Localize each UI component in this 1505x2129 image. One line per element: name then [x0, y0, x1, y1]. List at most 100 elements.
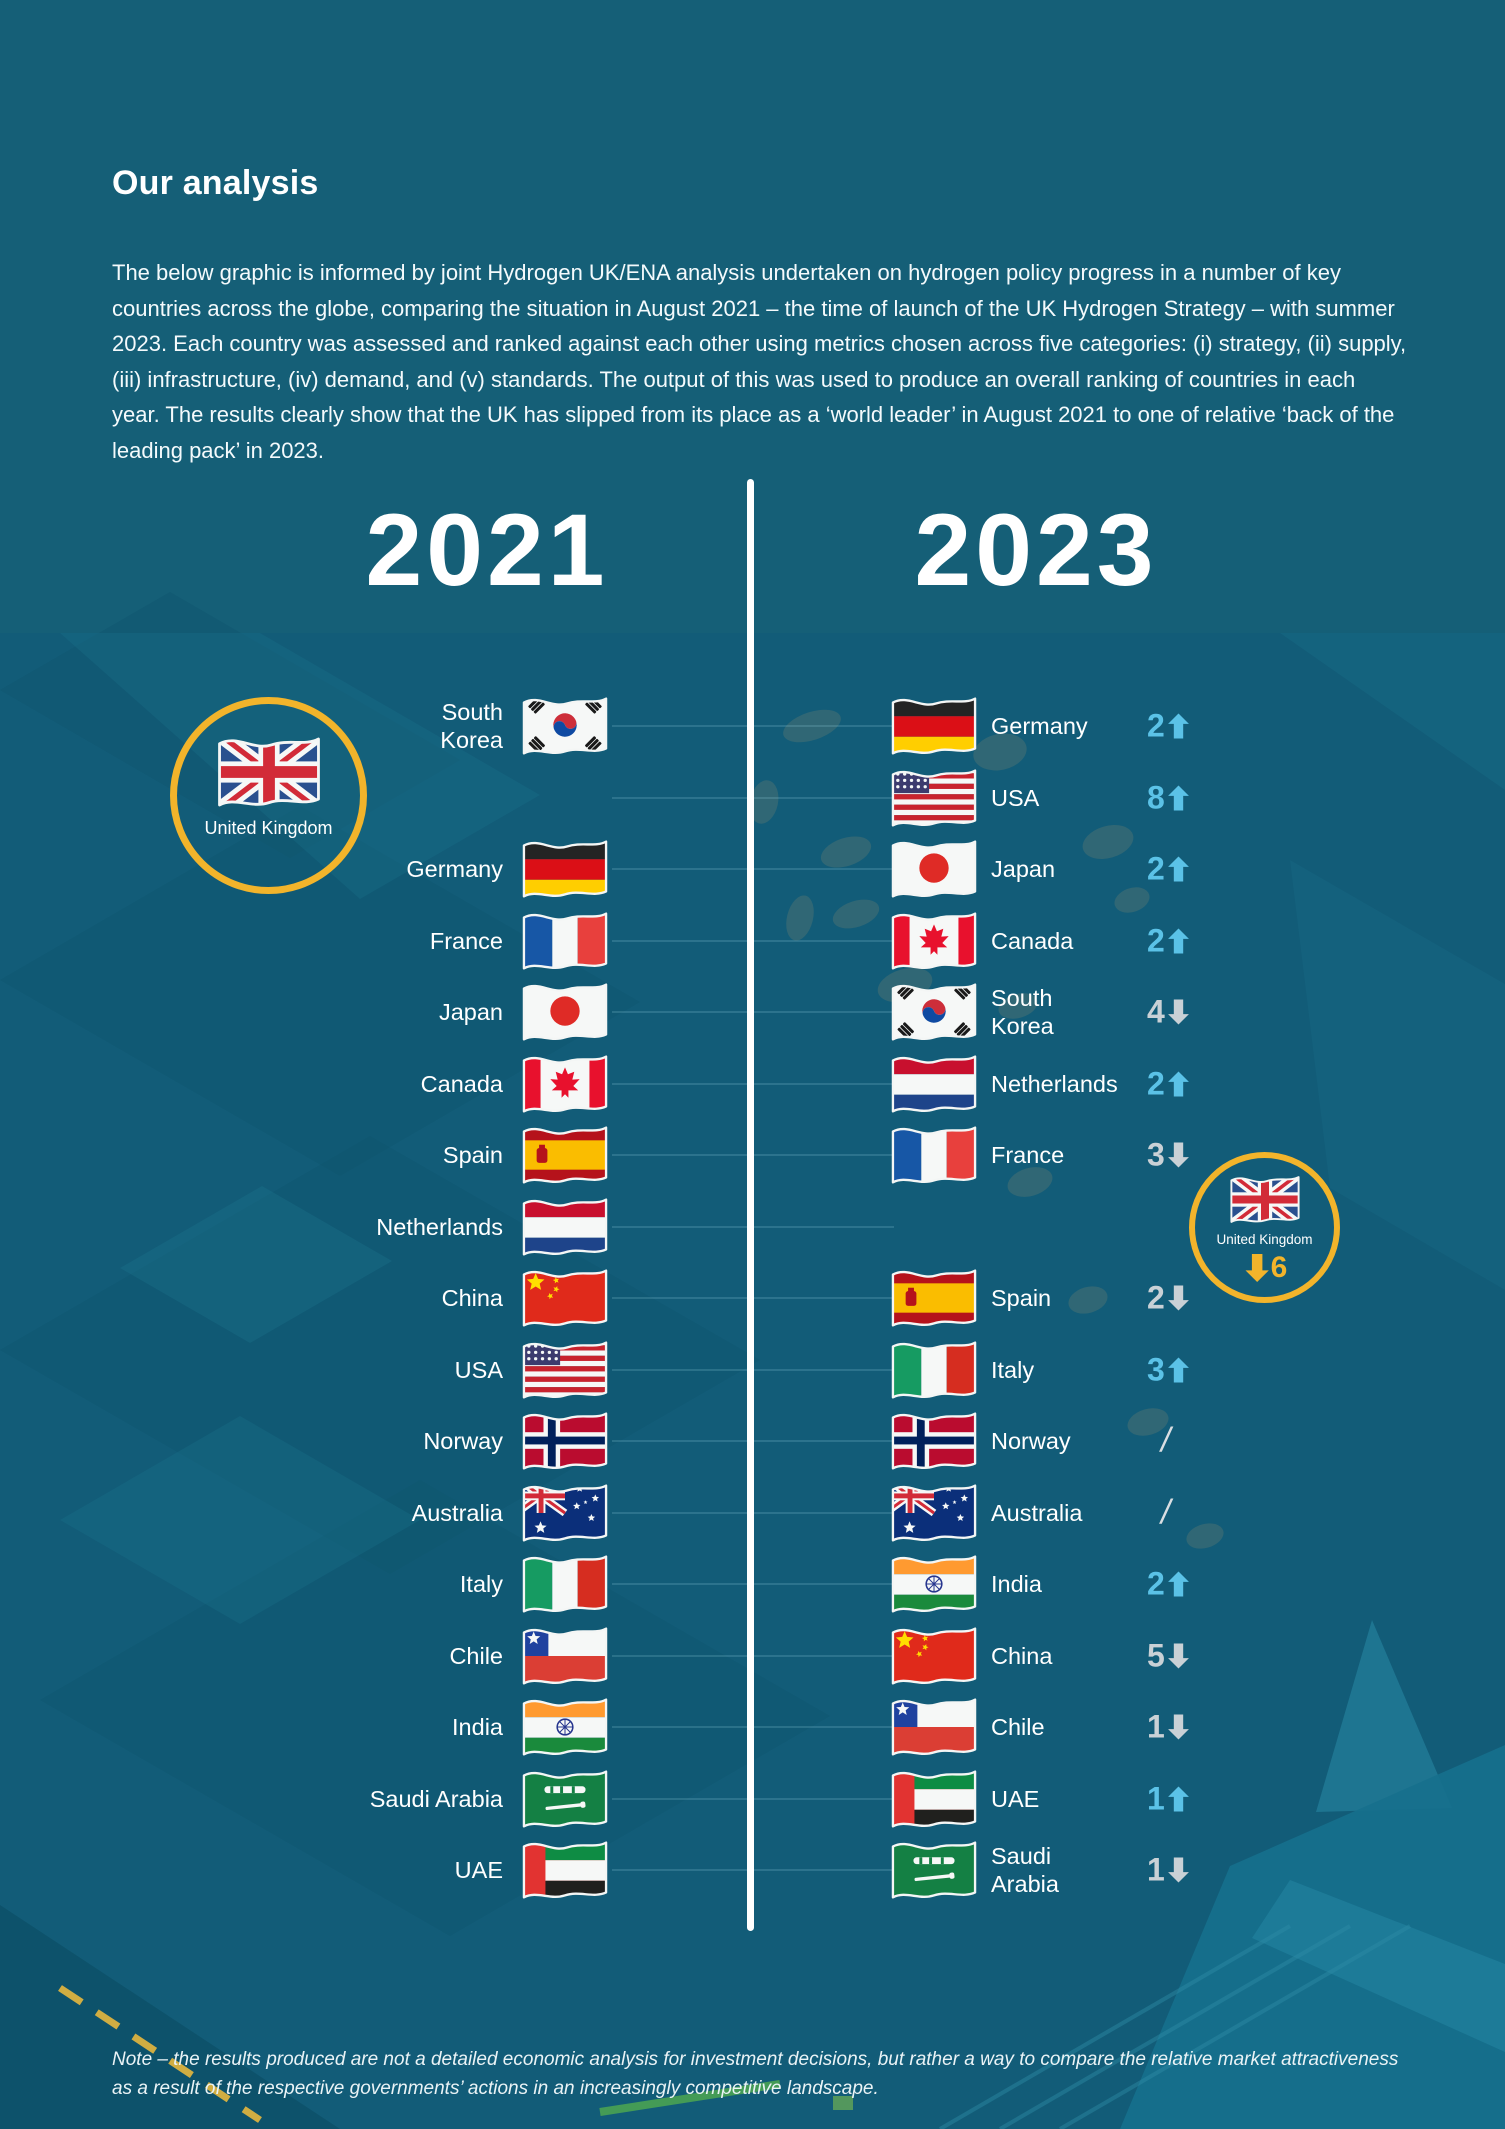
- column-divider: [747, 479, 754, 1931]
- south-korea-flag-icon: [521, 694, 609, 759]
- rank-change-indicator: 1: [1147, 1709, 1189, 1746]
- rank-change-indicator: 8: [1147, 779, 1189, 816]
- no-change-indicator: /: [1161, 1421, 1171, 1460]
- intro-paragraph: The below graphic is informed by joint H…: [112, 260, 1407, 463]
- country-label: France: [429, 927, 503, 954]
- country-label: Spain: [442, 1141, 503, 1168]
- uk-highlight-2021: United Kingdom: [170, 697, 367, 894]
- rank-change-value: 1: [1147, 1780, 1165, 1816]
- up-arrow-icon: [1167, 1571, 1189, 1597]
- up-arrow-icon: [1167, 1071, 1189, 1096]
- rank-change-value: 2: [1147, 707, 1165, 744]
- footnote: Note – the results produced are not a de…: [112, 2049, 1399, 2099]
- country-label: France: [991, 1141, 1065, 1168]
- chile-flag-icon: [890, 1695, 978, 1760]
- rank-change-value: 3: [1147, 1136, 1165, 1173]
- country-label: Saudi Arabia: [369, 1785, 503, 1812]
- rank-change-indicator: 2: [1147, 851, 1189, 888]
- down-arrow-icon: [1242, 1254, 1269, 1282]
- rank-change-indicator: /: [1147, 1422, 1170, 1461]
- country-label: Germany: [406, 855, 503, 882]
- chile-flag-icon: [521, 1623, 609, 1688]
- country-label: Italy: [459, 1570, 503, 1597]
- netherlands-flag-icon: [890, 1051, 978, 1116]
- country-label: Australia: [991, 1499, 1083, 1526]
- usa-flag-icon: [521, 1337, 609, 1402]
- uk-change-value: 6: [1270, 1251, 1288, 1284]
- rank-change-indicator: 2: [1147, 1280, 1189, 1317]
- south-korea-flag-icon: [890, 980, 978, 1045]
- country-label: Japan: [991, 855, 1056, 882]
- france-flag-icon: [521, 908, 609, 973]
- up-arrow-icon: [1167, 1357, 1189, 1382]
- rank-change-value: 2: [1147, 1279, 1165, 1316]
- norway-flag-icon: [521, 1409, 609, 1474]
- rank-change-value: 5: [1147, 1637, 1165, 1673]
- rank-change-indicator: 3: [1147, 1137, 1189, 1174]
- down-arrow-icon: [1167, 1142, 1189, 1168]
- rank-change-indicator: 1: [1147, 1852, 1189, 1889]
- netherlands-flag-icon: [521, 1194, 609, 1259]
- rank-change-indicator: 2: [1147, 922, 1189, 959]
- uk-label-2021: United Kingdom: [204, 818, 333, 838]
- germany-flag-icon: [521, 837, 609, 902]
- italy-flag-icon: [521, 1552, 609, 1617]
- rank-change-indicator: 2: [1147, 1566, 1189, 1603]
- usa-flag-icon: [890, 765, 978, 830]
- road-markings: [58, 1985, 262, 2123]
- canada-flag-icon: [890, 908, 978, 973]
- down-arrow-icon: [1167, 1714, 1189, 1740]
- country-label: Spain: [991, 1284, 1052, 1311]
- italy-flag-icon: [890, 1337, 978, 1402]
- country-label: Netherlands: [991, 1070, 1118, 1097]
- country-label: Norway: [423, 1427, 503, 1454]
- country-label: Saudi Arabia: [991, 1842, 1059, 1897]
- uae-flag-icon: [521, 1838, 609, 1903]
- india-flag-icon: [521, 1695, 609, 1760]
- country-label: India: [452, 1713, 503, 1740]
- country-label: Canada: [991, 927, 1074, 954]
- uk-label-2023: United Kingdom: [1216, 1232, 1313, 1247]
- country-label: Canada: [420, 1070, 503, 1097]
- country-label: Germany: [991, 712, 1088, 739]
- year-heading-2023: 2023: [914, 493, 1158, 607]
- rank-change-value: 3: [1147, 1351, 1165, 1387]
- spain-flag-icon: [521, 1123, 609, 1188]
- country-label: Netherlands: [376, 1213, 503, 1240]
- canada-flag-icon: [521, 1051, 609, 1116]
- japan-flag-icon: [890, 837, 978, 902]
- rank-change-value: 2: [1147, 1565, 1165, 1602]
- year-heading-2021: 2021: [365, 493, 609, 607]
- up-arrow-icon: [1167, 928, 1189, 953]
- norway-flag-icon: [890, 1409, 978, 1474]
- france-flag-icon: [890, 1123, 978, 1188]
- rank-change-value: 4: [1147, 993, 1165, 1030]
- up-arrow-icon: [1167, 713, 1189, 739]
- rank-change-value: 2: [1147, 922, 1165, 958]
- up-arrow-icon: [1167, 1786, 1189, 1811]
- rank-change-value: 2: [1147, 850, 1165, 887]
- down-arrow-icon: [1167, 1857, 1189, 1883]
- down-arrow-icon: [1167, 999, 1189, 1025]
- country-label: UAE: [454, 1856, 503, 1883]
- country-label: Chile: [449, 1642, 503, 1669]
- rank-change-indicator: 5: [1147, 1637, 1189, 1674]
- rank-change-value: 1: [1147, 1851, 1165, 1888]
- country-label: China: [991, 1642, 1053, 1669]
- united-kingdom-flag-icon: [216, 733, 322, 811]
- japan-flag-icon: [521, 980, 609, 1045]
- spain-flag-icon: [890, 1266, 978, 1331]
- rank-change-value: 1: [1147, 1708, 1165, 1745]
- saudi-arabia-flag-icon: [521, 1766, 609, 1831]
- country-label: USA: [454, 1356, 503, 1383]
- rank-change-value: 2: [1147, 1065, 1165, 1101]
- country-label: South Korea: [440, 698, 503, 753]
- uk-highlight-2023: United Kingdom 6: [1189, 1152, 1340, 1303]
- china-flag-icon: [890, 1623, 978, 1688]
- country-label: Japan: [438, 998, 503, 1025]
- rank-change-indicator: 4: [1147, 994, 1189, 1031]
- rank-change-indicator: /: [1147, 1493, 1170, 1532]
- china-flag-icon: [521, 1266, 609, 1331]
- country-label: China: [441, 1284, 503, 1311]
